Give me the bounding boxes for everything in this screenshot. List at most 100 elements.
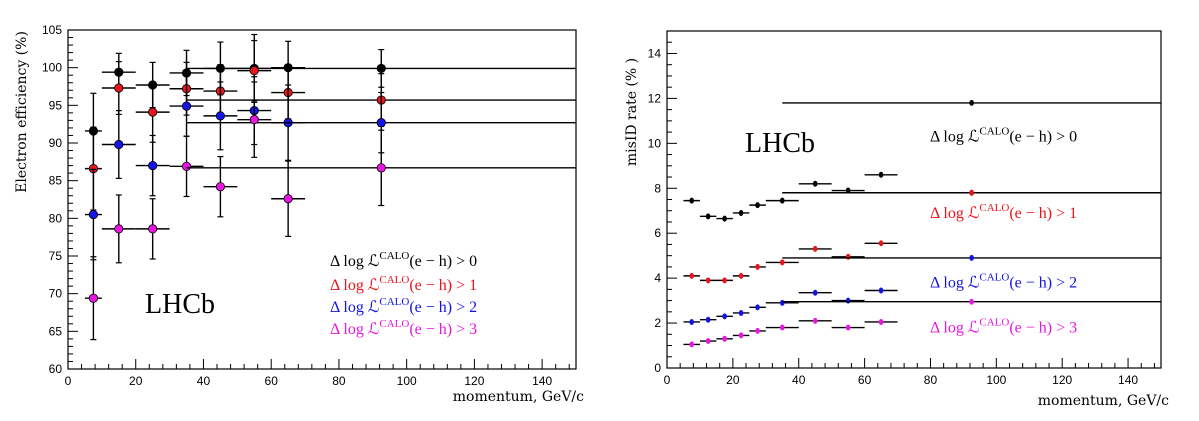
marker — [689, 341, 694, 348]
legend-entry: Δ log ℒCALO(e − h) > 1 — [930, 202, 1077, 222]
data-point — [169, 75, 204, 137]
y-tick-label: 95 — [49, 98, 63, 112]
marker — [779, 197, 785, 204]
marker — [755, 263, 760, 270]
data-point — [716, 313, 733, 320]
legend-entry: Δ log ℒCALO(e − h) > 3 — [930, 317, 1077, 337]
data-point — [101, 110, 136, 180]
x-tick-label: 120 — [1052, 373, 1072, 387]
marker — [705, 316, 711, 323]
legend-entry: Δ log ℒCALO(e − h) > 0 — [330, 250, 477, 270]
marker — [878, 318, 884, 325]
data-point — [732, 309, 750, 316]
x-tick-label: 0 — [664, 373, 671, 387]
y-tick-label: 60 — [49, 362, 63, 376]
marker — [148, 224, 158, 234]
data-point — [203, 81, 238, 151]
data-point — [765, 197, 799, 204]
marker — [845, 187, 851, 194]
plot-area: 0 20 40 60 80 100 120 140 60 65 70 75 80 85 90 95 100 105… — [14, 23, 584, 405]
series-3 — [84, 81, 576, 341]
data-point — [135, 81, 170, 143]
x-tick-label: 40 — [197, 374, 211, 388]
data-point — [798, 180, 832, 187]
x-tick-label: 20 — [129, 374, 143, 388]
data-point — [831, 253, 865, 260]
lhcb-annotation: LHCb — [745, 128, 815, 159]
data-point — [101, 194, 136, 264]
x-tick-label: 100 — [986, 373, 1006, 387]
x-axis-label: momentum, GeV/c — [1038, 393, 1169, 409]
marker — [376, 63, 386, 74]
y-tick-label: 70 — [49, 287, 63, 301]
data-point — [135, 198, 170, 260]
y-tick-label: 4 — [654, 271, 661, 285]
marker — [689, 318, 694, 325]
data-point — [782, 189, 1161, 196]
marker — [812, 180, 818, 187]
y-tick-label: 14 — [648, 46, 662, 60]
marker — [722, 277, 727, 284]
marker — [376, 118, 386, 128]
marker — [845, 297, 851, 304]
marker — [148, 161, 158, 171]
series-0 — [683, 99, 1161, 222]
misid-chart: 0 20 40 60 80 100 120 140 0 2 4 6 8 10 12 14 momentum, G… — [624, 30, 1169, 409]
marker — [755, 304, 760, 311]
data-point — [765, 299, 799, 306]
y-tick-label: 0 — [654, 361, 661, 375]
marker — [376, 163, 386, 173]
y-tick-label: 75 — [49, 249, 63, 263]
data-point — [716, 277, 733, 284]
marker — [779, 259, 785, 266]
marker — [878, 240, 884, 247]
x-tick-label: 100 — [397, 374, 417, 388]
data-point — [699, 277, 717, 284]
marker — [779, 324, 785, 331]
marker — [181, 101, 192, 111]
data-point — [782, 298, 1161, 305]
marker — [705, 213, 711, 220]
marker — [215, 182, 225, 192]
marker — [755, 327, 760, 334]
marker — [812, 317, 818, 324]
y-tick-label: 10 — [648, 136, 662, 150]
x-tick-label: 20 — [726, 373, 740, 387]
legend-entry: Δ log ℒCALO(e − h) > 0 — [930, 126, 1077, 146]
lhcb-annotation: LHCb — [145, 289, 215, 320]
data-point — [864, 240, 898, 247]
marker — [878, 171, 884, 178]
data-point — [699, 316, 717, 323]
marker — [969, 254, 974, 261]
y-tick-label: 2 — [654, 316, 661, 330]
marker — [114, 83, 124, 93]
data-point — [271, 160, 306, 238]
marker — [812, 289, 818, 296]
x-tick-label: 120 — [464, 374, 484, 388]
marker — [249, 66, 259, 76]
data-point — [732, 272, 750, 279]
data-point — [765, 259, 799, 266]
data-point — [683, 341, 700, 348]
y-axis-label: Electron efficiency (%) — [14, 31, 30, 193]
marker — [181, 161, 192, 171]
data-point — [798, 317, 832, 324]
series-0 — [84, 33, 576, 170]
y-tick-label: 100 — [42, 61, 62, 75]
data-point — [864, 287, 898, 294]
plot-area: 0 20 40 60 80 100 120 140 0 2 4 6 8 10 12 14 momentum, G… — [624, 30, 1169, 409]
marker — [722, 313, 727, 320]
marker — [283, 194, 293, 204]
y-tick-label: 105 — [42, 23, 62, 37]
series-2 — [683, 254, 1161, 325]
data-point — [749, 304, 766, 311]
data-point — [798, 289, 832, 296]
plot-frame — [666, 30, 1162, 369]
marker — [779, 299, 785, 306]
marker — [705, 338, 711, 345]
x-tick-label: 80 — [924, 373, 938, 387]
marker — [812, 245, 818, 252]
data-point — [186, 129, 576, 207]
efficiency-chart: 0 20 40 60 80 100 120 140 60 65 70 75 80 85 90 95 100 105… — [14, 23, 584, 405]
x-tick-label: 140 — [532, 374, 552, 388]
